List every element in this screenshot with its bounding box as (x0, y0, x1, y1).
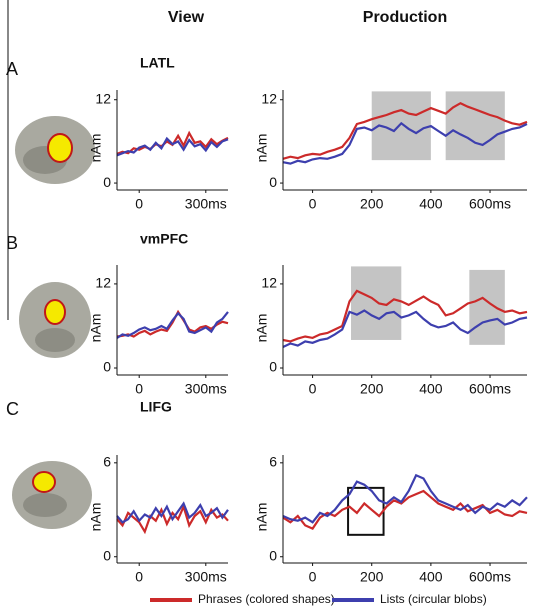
series-line (282, 121, 528, 165)
region-label: vmPFC (140, 231, 188, 247)
legend-label: Phrases (colored shapes) (198, 592, 335, 606)
legend-label: Lists (circular blobs) (380, 592, 487, 606)
region-label: LIFG (140, 399, 172, 415)
y-axis-label: nAm (254, 134, 270, 163)
series-line (282, 309, 528, 348)
column-header: Production (363, 9, 447, 26)
x-tick-label: 0 (309, 196, 317, 212)
x-tick-label: 200 (360, 381, 384, 397)
series-line (116, 136, 229, 157)
x-tick-label: 300ms (185, 569, 227, 585)
y-tick-label: 0 (269, 174, 277, 190)
y-axis-label: nAm (88, 314, 104, 343)
x-tick-label: 600ms (469, 569, 511, 585)
y-axis-label: nAm (254, 503, 270, 532)
x-tick-label: 400 (419, 569, 443, 585)
highlight (445, 91, 505, 161)
x-tick-label: 0 (309, 381, 317, 397)
brain-image (19, 282, 91, 358)
x-tick-label: 0 (135, 569, 143, 585)
panel-letter: C (6, 399, 19, 419)
series-line (282, 289, 528, 343)
series-line (116, 311, 229, 339)
series-line (282, 473, 528, 524)
y-axis-label: nAm (254, 314, 270, 343)
x-tick-label: 0 (135, 381, 143, 397)
x-tick-label: 300ms (185, 196, 227, 212)
y-tick-label: 12 (95, 90, 111, 106)
x-tick-label: 400 (419, 381, 443, 397)
y-axis-label: nAm (88, 503, 104, 532)
region-label: LATL (140, 55, 175, 71)
series-line (116, 309, 229, 338)
x-tick-label: 0 (309, 569, 317, 585)
x-tick-label: 300ms (185, 381, 227, 397)
series-line (116, 501, 229, 524)
y-axis-label: nAm (88, 134, 104, 163)
brain-image (12, 461, 92, 529)
column-header: View (168, 9, 205, 26)
highlight (469, 269, 505, 345)
highlight (351, 266, 402, 340)
y-tick-label: 6 (103, 454, 111, 470)
x-tick-label: 200 (360, 196, 384, 212)
x-tick-label: 0 (135, 196, 143, 212)
x-tick-label: 600ms (469, 196, 511, 212)
y-tick-label: 0 (103, 547, 111, 563)
brain-image (15, 116, 95, 184)
y-tick-label: 12 (261, 90, 277, 106)
y-tick-label: 6 (269, 454, 277, 470)
y-tick-label: 12 (95, 275, 111, 291)
x-tick-label: 400 (419, 196, 443, 212)
x-tick-label: 200 (360, 569, 384, 585)
y-tick-label: 0 (269, 359, 277, 375)
x-tick-label: 600ms (469, 381, 511, 397)
y-tick-label: 12 (261, 275, 277, 291)
y-tick-label: 0 (269, 547, 277, 563)
y-tick-label: 0 (103, 174, 111, 190)
y-tick-label: 0 (103, 359, 111, 375)
series-line (282, 101, 528, 160)
panel-letter: A (6, 59, 18, 79)
panel-letter: B (6, 233, 18, 253)
